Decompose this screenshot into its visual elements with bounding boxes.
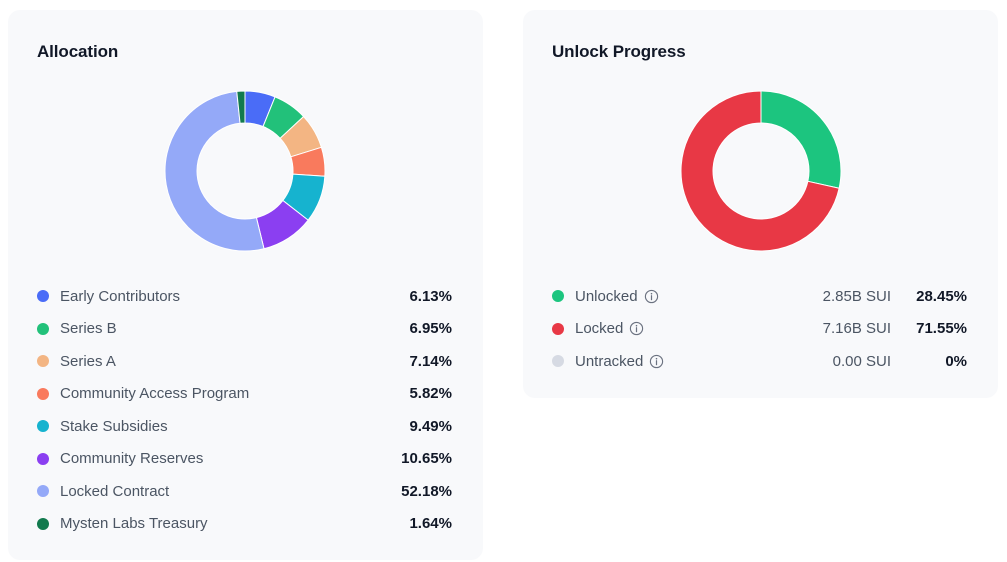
legend-label: Locked Contract [60, 483, 169, 500]
legend-row: Series A 7.14% [37, 345, 452, 378]
donut-slice-locked-contract[interactable] [164, 90, 265, 252]
allocation-donut-chart [164, 90, 326, 252]
legend-percentage: 28.45% [916, 287, 967, 305]
legend-color-dot [37, 420, 49, 433]
legend-label: Community Access Program [60, 385, 249, 402]
legend-label-text: Community Reserves [60, 450, 204, 468]
legend-percentage: 7.14% [409, 352, 452, 370]
legend-label: Community Reserves [60, 450, 203, 467]
donut-slice-unlocked[interactable] [760, 90, 842, 189]
unlock-progress-title: Unlock Progress [552, 42, 686, 61]
legend-percentage: 71.55% [916, 320, 967, 338]
legend-color-dot [37, 355, 49, 368]
info-icon[interactable] [649, 354, 664, 369]
legend-label-text: Mysten Labs Treasury [60, 515, 208, 533]
legend-row: Locked 7.16B SUI 71.55% [552, 313, 967, 346]
legend-label: Early Contributors [60, 288, 180, 305]
info-icon[interactable] [644, 289, 659, 304]
legend-label: Series B [60, 320, 117, 337]
legend-percentage: 9.49% [409, 417, 452, 435]
legend-label: Unlocked [575, 288, 659, 305]
legend-label: Series A [60, 353, 116, 370]
allocation-legend: Early Contributors 6.13% Series B 6.95% Seri… [37, 280, 452, 540]
legend-row: Untracked 0.00 SUI 0% [552, 345, 967, 378]
info-icon[interactable] [629, 321, 644, 336]
legend-label-text: Early Contributors [60, 287, 181, 305]
unlock-donut-chart [680, 90, 842, 252]
legend-amount: 7.16B SUI [822, 320, 891, 338]
legend-label: Locked [575, 320, 644, 337]
legend-color-dot [552, 290, 564, 303]
donut-slice-locked[interactable] [680, 90, 840, 252]
legend-color-dot [37, 387, 49, 400]
allocation-card: Allocation Early Contributors 6.13% Series… [8, 10, 483, 560]
legend-label-text: Unlocked [575, 287, 638, 305]
legend-color-dot [37, 517, 49, 530]
legend-percentage: 0% [945, 352, 967, 370]
legend-label-text: Locked [575, 320, 624, 338]
legend-row: Unlocked 2.85B SUI 28.45% [552, 280, 967, 313]
legend-label: Stake Subsidies [60, 418, 168, 435]
legend-percentage: 52.18% [401, 482, 452, 500]
legend-label: Mysten Labs Treasury [60, 515, 208, 532]
legend-row: Series B 6.95% [37, 313, 452, 346]
legend-label: Untracked [575, 353, 664, 370]
donut-slice-mysten-labs-treasury[interactable] [236, 90, 246, 124]
legend-color-dot [37, 485, 49, 498]
legend-percentage: 10.65% [401, 450, 452, 468]
legend-label-text: Community Access Program [60, 385, 250, 403]
legend-color-dot [552, 355, 564, 368]
unlock-progress-card: Unlock Progress Unlocked 2.85B SUI 28.45% L… [523, 10, 998, 398]
legend-color-dot [37, 452, 49, 465]
legend-percentage: 6.95% [409, 320, 452, 338]
legend-row: Community Reserves 10.65% [37, 443, 452, 476]
unlock-legend: Unlocked 2.85B SUI 28.45% Locked 7.16B SUI 71… [552, 280, 967, 378]
legend-row: Mysten Labs Treasury 1.64% [37, 508, 452, 541]
legend-row: Locked Contract 52.18% [37, 475, 452, 508]
legend-row: Community Access Program 5.82% [37, 378, 452, 411]
legend-color-dot [552, 322, 564, 335]
legend-row: Early Contributors 6.13% [37, 280, 452, 313]
legend-percentage: 1.64% [409, 515, 452, 533]
legend-row: Stake Subsidies 9.49% [37, 410, 452, 443]
legend-color-dot [37, 290, 49, 303]
legend-label-text: Stake Subsidies [60, 417, 168, 435]
legend-percentage: 6.13% [409, 287, 452, 305]
legend-percentage: 5.82% [409, 385, 452, 403]
allocation-title: Allocation [37, 42, 119, 61]
legend-label-text: Untracked [575, 352, 644, 370]
legend-color-dot [37, 322, 49, 335]
legend-amount: 0.00 SUI [832, 352, 891, 370]
legend-label-text: Series A [60, 352, 116, 370]
legend-amount: 2.85B SUI [822, 287, 891, 305]
legend-label-text: Locked Contract [60, 482, 170, 500]
legend-label-text: Series B [60, 320, 117, 338]
